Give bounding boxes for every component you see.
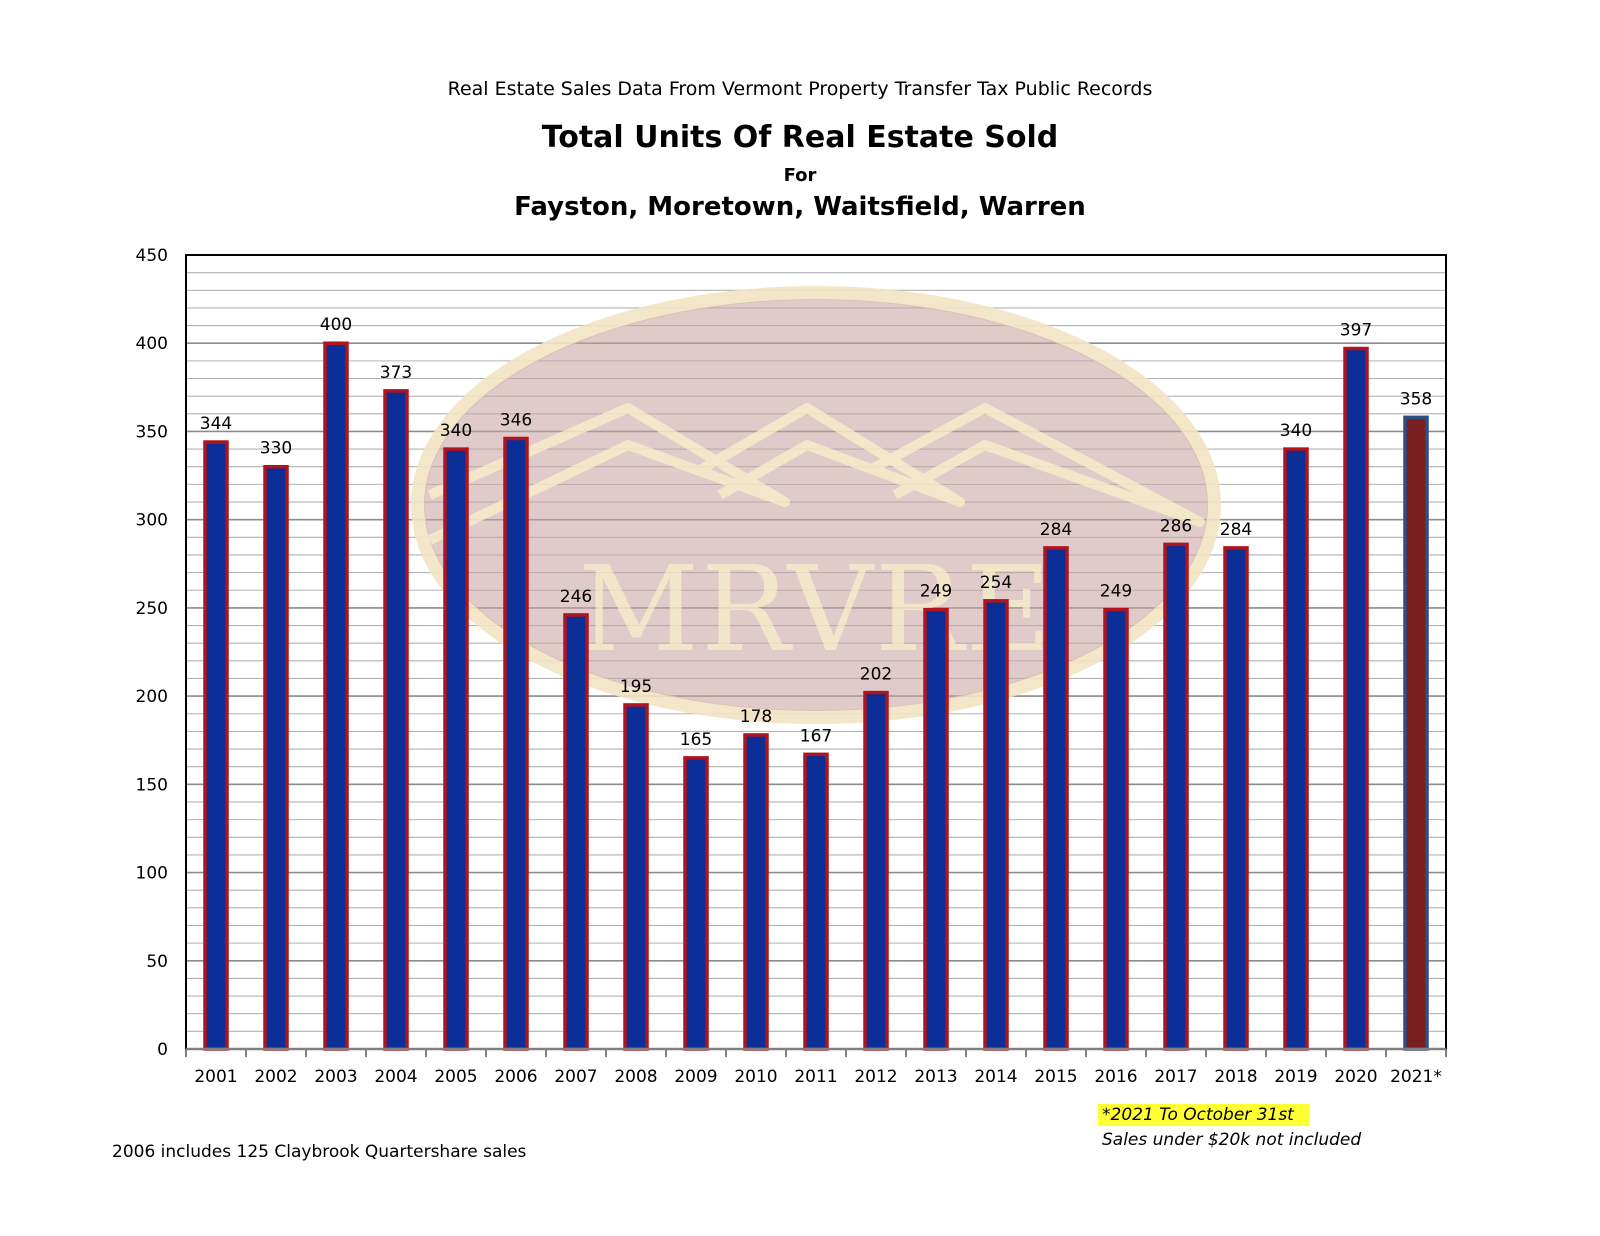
data-label: 249 <box>1100 582 1132 602</box>
bar-2012 <box>863 690 889 1051</box>
y-tick-label: 450 <box>136 246 168 266</box>
bar-2006 <box>503 436 529 1051</box>
chart-title-towns: Fayston, Moretown, Waitsfield, Warren <box>514 192 1086 222</box>
chart-title-for: For <box>783 165 817 186</box>
data-label: 286 <box>1160 516 1192 536</box>
bar-2017 <box>1163 542 1189 1051</box>
bar-2002 <box>263 464 289 1051</box>
data-label: 165 <box>680 730 712 750</box>
data-label: 284 <box>1220 520 1252 540</box>
data-label: 373 <box>380 363 412 383</box>
data-label: 358 <box>1400 389 1432 409</box>
data-label: 167 <box>800 726 832 746</box>
x-tick-label: 2018 <box>1214 1067 1257 1087</box>
bar-2009 <box>683 756 709 1051</box>
y-tick-label: 400 <box>136 334 168 354</box>
bar-2003 <box>323 341 349 1051</box>
bar-2010 <box>743 733 769 1051</box>
data-labels: 344 330 400 373 340 346 246 195 165 178 167 202 249 2… <box>200 315 1432 750</box>
x-tick-label: 2012 <box>854 1067 897 1087</box>
y-tick-label: 250 <box>136 599 168 619</box>
data-label: 202 <box>860 665 892 685</box>
y-tick-label: 200 <box>136 687 168 707</box>
data-label: 246 <box>560 587 592 607</box>
bar-2021 <box>1403 415 1429 1051</box>
bar-2001 <box>203 440 229 1051</box>
y-tick-label: 150 <box>136 775 168 795</box>
bar-2005 <box>443 447 469 1051</box>
sales-threshold-footnote: Sales under $20k not included <box>1102 1130 1362 1150</box>
x-tick-label: 2015 <box>1034 1067 1077 1087</box>
watermark-mountain-icon <box>867 403 1205 527</box>
bar-2007 <box>563 613 589 1051</box>
x-tick-label: 2008 <box>614 1067 657 1087</box>
bar-2015 <box>1043 546 1069 1051</box>
y-tick-label: 350 <box>136 422 168 442</box>
data-label: 330 <box>260 439 292 459</box>
chart-title: Total Units Of Real Estate Sold <box>541 120 1059 155</box>
watermark-mountain-icon <box>427 403 790 545</box>
bar-2018 <box>1223 546 1249 1051</box>
watermark-text: MRVRE <box>578 540 1054 678</box>
data-label: 400 <box>320 315 352 335</box>
data-label: 340 <box>1280 421 1312 441</box>
year-2021-footnote: *2021 To October 31st <box>1098 1104 1310 1126</box>
bar-2019 <box>1283 447 1309 1051</box>
x-tick-label: 2014 <box>974 1067 1017 1087</box>
x-tick-label: 2019 <box>1274 1067 1317 1087</box>
bar-2011 <box>803 752 829 1051</box>
bar-2014 <box>983 599 1009 1051</box>
bar-2008 <box>623 703 649 1051</box>
data-label: 254 <box>980 573 1012 593</box>
x-tick-label: 2004 <box>374 1067 417 1087</box>
x-tick-label: 2011 <box>794 1067 837 1087</box>
watermark-mountain-icon <box>697 403 965 507</box>
x-axis: 2001 2002 2003 2004 2005 2006 2007 2008 2009 2010… <box>185 1047 1447 1087</box>
x-tick-label: 2007 <box>554 1067 597 1087</box>
x-tick-label: 2021* <box>1390 1067 1442 1087</box>
y-tick-label: 50 <box>146 952 168 972</box>
data-label: 397 <box>1340 321 1372 341</box>
x-tick-label: 2016 <box>1094 1067 1137 1087</box>
y-tick-label: 100 <box>136 864 168 884</box>
x-tick-label: 2009 <box>674 1067 717 1087</box>
x-tick-label: 2020 <box>1334 1067 1377 1087</box>
x-tick-label: 2005 <box>434 1067 477 1087</box>
bar-2004 <box>383 389 409 1051</box>
y-axis: 0 50 100 150 200 250 300 350 400 450 <box>136 246 168 1060</box>
x-tick-label: 2017 <box>1154 1067 1197 1087</box>
watermark-ellipse <box>424 299 1208 711</box>
data-label: 346 <box>500 411 532 431</box>
data-label: 178 <box>740 707 772 727</box>
x-tick-label: 2001 <box>194 1067 237 1087</box>
y-tick-label: 300 <box>136 511 168 531</box>
watermark-ellipse-glow <box>411 286 1221 724</box>
x-tick-label: 2003 <box>314 1067 357 1087</box>
data-label: 344 <box>200 414 232 434</box>
watermark-logo: MRVRE <box>411 286 1221 724</box>
claybrook-footnote: 2006 includes 125 Claybrook Quartershare… <box>112 1142 527 1162</box>
x-tick-label: 2002 <box>254 1067 297 1087</box>
data-label: 249 <box>920 582 952 602</box>
bar-2013 <box>923 607 949 1051</box>
bar-2016 <box>1103 607 1129 1051</box>
data-label: 195 <box>620 677 652 697</box>
x-tick-label: 2006 <box>494 1067 537 1087</box>
x-tick-label: 2013 <box>914 1067 957 1087</box>
data-label: 284 <box>1040 520 1072 540</box>
y-tick-label: 0 <box>157 1040 168 1060</box>
bar-2020 <box>1343 346 1369 1051</box>
x-tick-label: 2010 <box>734 1067 777 1087</box>
data-label: 340 <box>440 421 472 441</box>
chart-subtitle: Real Estate Sales Data From Vermont Prop… <box>447 78 1153 100</box>
